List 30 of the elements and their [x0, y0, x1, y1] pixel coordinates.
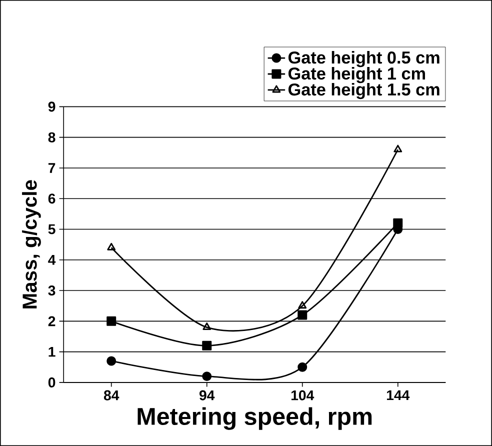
y-tick-label: 1 [48, 346, 56, 357]
legend-label: Gate height 1.5 cm [288, 82, 440, 100]
x-tick-label: 104 [291, 390, 314, 400]
point [202, 322, 212, 330]
y-tick-label: 3 [48, 285, 56, 296]
x-tick-label: 94 [199, 390, 215, 400]
point [106, 316, 116, 326]
y-tick-label: 0 [48, 377, 56, 388]
y-tick-label: 7 [48, 163, 56, 173]
x-tick-label: 84 [104, 390, 120, 400]
point [394, 144, 402, 152]
point [298, 310, 308, 320]
legend-label: Gate height 1 cm [288, 67, 426, 84]
point [202, 340, 212, 350]
point [202, 372, 212, 382]
point [298, 301, 307, 309]
point [393, 218, 403, 228]
y-axis-title: Mass, g/cycle [22, 180, 41, 308]
x-tick-label: 144 [386, 390, 410, 400]
y-tick-label: 6 [48, 194, 56, 204]
point [107, 242, 116, 250]
x-axis-title: Metering speed, rpm [138, 407, 372, 430]
legend-label: Gate height 0.5 cm [288, 51, 440, 68]
point [106, 356, 116, 366]
y-tick-label: 4 [48, 255, 56, 265]
y-tick-label: 9 [48, 102, 56, 112]
y-tick-label: 8 [48, 132, 56, 142]
y-tick-label: 2 [48, 316, 56, 326]
y-tick-label: 5 [48, 224, 56, 234]
point [298, 362, 308, 372]
